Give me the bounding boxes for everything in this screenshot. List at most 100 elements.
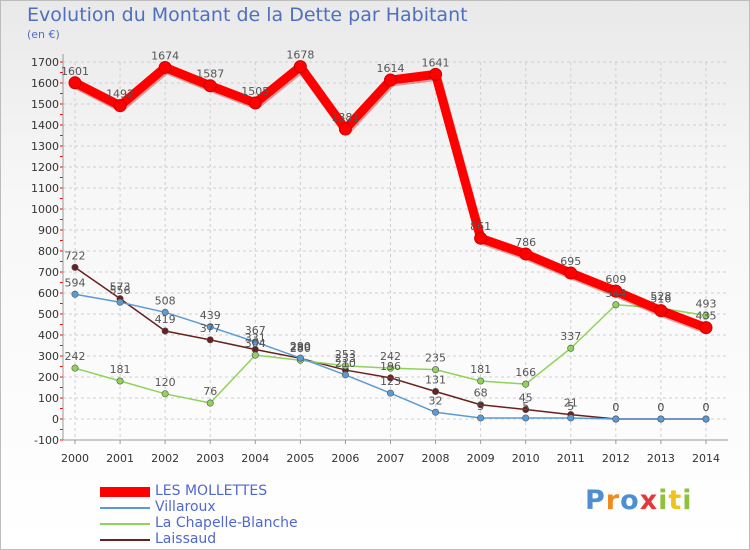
- x-tick-label: 2012: [602, 452, 630, 465]
- data-label-les-mollettes: 1601: [61, 65, 89, 78]
- data-label-les-mollettes: 1614: [376, 62, 404, 75]
- y-tick-label: 300: [38, 350, 59, 363]
- y-tick-label: 1500: [31, 98, 59, 111]
- data-label-villaroux: 367: [245, 324, 266, 337]
- data-point-villaroux: [386, 389, 394, 397]
- data-label-villaroux: 0: [657, 401, 664, 414]
- y-tick-label: 600: [38, 287, 59, 300]
- data-point-villaroux: [702, 415, 710, 423]
- x-tick-label: 2004: [241, 452, 269, 465]
- data-label-villaroux: 439: [200, 309, 221, 322]
- y-tick-label: 1400: [31, 119, 59, 132]
- data-label-villaroux: 594: [65, 276, 86, 289]
- data-point-villaroux: [432, 408, 440, 416]
- data-point-les-mollettes: [609, 284, 623, 298]
- data-label-les-mollettes: 516: [650, 293, 671, 306]
- legend-swatch-laissaud: [100, 539, 150, 541]
- data-label-la-chapelle-blanche: 304: [245, 337, 266, 350]
- data-point-laissaud: [161, 327, 169, 335]
- data-label-les-mollettes: 435: [695, 310, 716, 323]
- data-point-villaroux: [296, 354, 304, 362]
- data-label-laissaud: 233: [335, 352, 356, 365]
- data-label-la-chapelle-blanche: 253: [335, 348, 356, 361]
- data-label-les-mollettes: 861: [470, 220, 491, 233]
- data-label-les-mollettes: 695: [560, 255, 581, 268]
- data-label-laissaud: 722: [65, 249, 86, 262]
- data-point-la-chapelle-blanche: [567, 344, 575, 352]
- data-point-villaroux: [161, 308, 169, 316]
- data-label-villaroux: 123: [380, 375, 401, 388]
- data-label-laissaud: 0: [657, 401, 664, 414]
- data-point-les-mollettes: [474, 231, 488, 245]
- data-label-laissaud: 68: [474, 387, 488, 400]
- logo-letter: i: [658, 485, 669, 516]
- legend-label-les-mollettes: LES MOLLETTES: [155, 483, 268, 499]
- y-tick-label: 1700: [31, 56, 59, 69]
- data-point-villaroux: [341, 371, 349, 379]
- data-label-la-chapelle-blanche: 337: [560, 330, 581, 343]
- data-label-la-chapelle-blanche: 242: [65, 350, 86, 363]
- data-point-villaroux: [206, 323, 214, 331]
- data-label-laissaud: 45: [519, 392, 533, 405]
- data-point-laissaud: [386, 374, 394, 382]
- data-label-la-chapelle-blanche: 493: [695, 297, 716, 310]
- data-point-laissaud: [71, 263, 79, 271]
- x-tick-label: 2013: [647, 452, 675, 465]
- x-tick-label: 2006: [331, 452, 359, 465]
- data-label-laissaud: 419: [155, 313, 176, 326]
- data-label-la-chapelle-blanche: 235: [425, 352, 446, 365]
- chart-title: Evolution du Montant de la Dette par Hab…: [27, 4, 468, 26]
- data-point-la-chapelle-blanche: [612, 301, 620, 309]
- data-point-la-chapelle-blanche: [522, 380, 530, 388]
- logo-letter: P: [585, 485, 606, 516]
- data-point-les-mollettes: [519, 247, 533, 261]
- y-tick-label: 700: [38, 266, 59, 279]
- legend-swatch-la-chapelle-blanche: [100, 523, 150, 525]
- y-tick-label: 200: [38, 371, 59, 384]
- data-point-la-chapelle-blanche: [386, 364, 394, 372]
- data-label-les-mollettes: 1587: [196, 68, 224, 81]
- data-point-les-mollettes: [699, 321, 713, 335]
- data-point-laissaud: [522, 406, 530, 414]
- y-tick-label: 1100: [31, 182, 59, 195]
- y-tick-label: 1600: [31, 77, 59, 90]
- data-label-les-mollettes: 1674: [151, 49, 179, 62]
- data-point-la-chapelle-blanche: [432, 366, 440, 374]
- data-point-villaroux: [251, 338, 259, 346]
- data-label-laissaud: 0: [612, 401, 619, 414]
- data-point-laissaud: [432, 387, 440, 395]
- legend-swatch-villaroux: [100, 507, 150, 509]
- legend-label-villaroux: Villaroux: [155, 499, 216, 515]
- data-point-villaroux: [477, 414, 485, 422]
- x-tick-label: 2005: [286, 452, 314, 465]
- data-point-laissaud: [206, 336, 214, 344]
- data-point-la-chapelle-blanche: [161, 390, 169, 398]
- data-point-les-mollettes: [248, 96, 262, 110]
- chart-subtitle: (en €): [27, 28, 60, 41]
- data-label-les-mollettes: 609: [605, 273, 626, 286]
- proxiti-logo[interactable]: Proxiti: [585, 485, 693, 516]
- data-point-villaroux: [657, 415, 665, 423]
- data-label-la-chapelle-blanche: 181: [470, 363, 491, 376]
- x-tick-label: 2009: [467, 452, 495, 465]
- data-point-les-mollettes: [564, 266, 578, 280]
- data-point-villaroux: [116, 298, 124, 306]
- data-point-les-mollettes: [338, 122, 352, 136]
- y-tick-label: -100: [34, 434, 59, 447]
- data-label-laissaud: 573: [110, 281, 131, 294]
- x-tick-label: 2014: [692, 452, 720, 465]
- data-label-villaroux: 5: [567, 400, 574, 413]
- data-label-villaroux: 5: [477, 400, 484, 413]
- data-label-villaroux: 0: [702, 401, 709, 414]
- x-tick-label: 2003: [196, 452, 224, 465]
- data-label-villaroux: 508: [155, 294, 176, 307]
- data-label-les-mollettes: 1678: [286, 49, 314, 62]
- data-label-la-chapelle-blanche: 544: [605, 287, 626, 300]
- data-label-la-chapelle-blanche: 76: [203, 385, 217, 398]
- data-label-laissaud: 21: [564, 397, 578, 410]
- data-label-laissaud: 0: [702, 401, 709, 414]
- y-tick-label: 100: [38, 392, 59, 405]
- data-label-les-mollettes: 1492: [106, 88, 134, 101]
- logo-letter: t: [668, 485, 683, 516]
- y-tick-label: 0: [52, 413, 59, 426]
